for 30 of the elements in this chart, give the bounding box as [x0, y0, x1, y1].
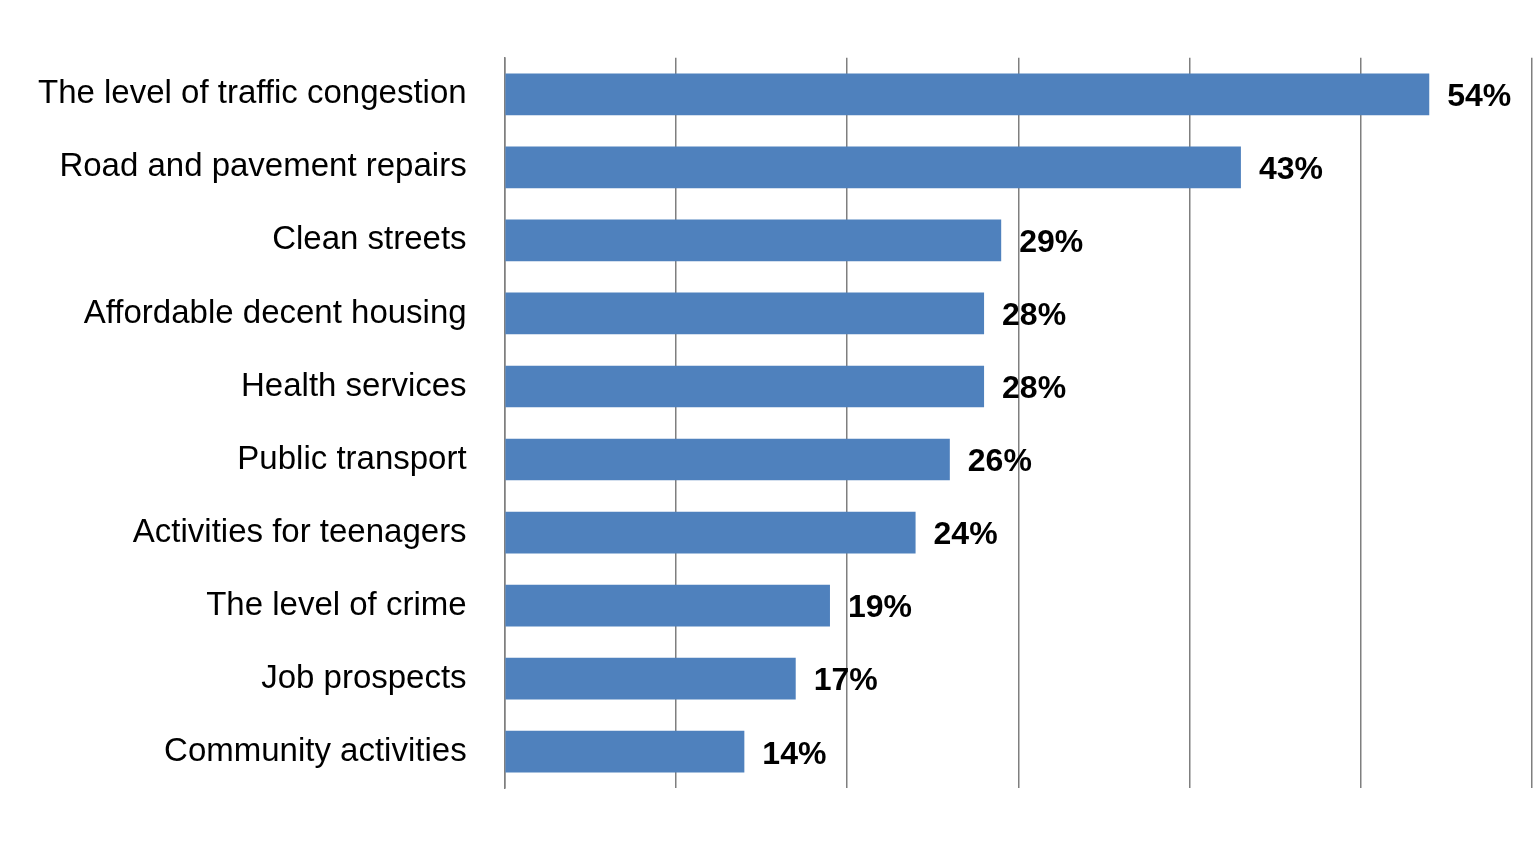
- y-tick-label: Clean streets: [272, 219, 467, 257]
- y-tick-label: Health services: [241, 365, 467, 403]
- y-tick-label: The level of traffic congestion: [37, 73, 467, 111]
- data-label: 28%: [1002, 369, 1067, 406]
- y-tick-label: Community activities: [164, 730, 467, 768]
- bar: [505, 438, 950, 481]
- bar: [505, 584, 830, 627]
- bar: [505, 73, 1430, 116]
- y-tick-label: The level of crime: [206, 584, 467, 622]
- data-label: 24%: [933, 515, 998, 552]
- bar: [505, 657, 796, 700]
- y-tick-label: Public transport: [237, 438, 467, 476]
- bar: [505, 365, 985, 408]
- data-label: 14%: [762, 734, 827, 771]
- data-label: 17%: [813, 661, 878, 698]
- bar: [505, 292, 985, 335]
- y-tick-label: Activities for teenagers: [132, 511, 467, 549]
- data-label: 43%: [1258, 150, 1323, 187]
- data-label: 28%: [1002, 296, 1067, 333]
- bar: [505, 730, 745, 773]
- y-tick-label: Affordable decent housing: [83, 292, 467, 330]
- y-tick-label: Road and pavement repairs: [59, 146, 467, 184]
- data-label: 26%: [967, 442, 1032, 479]
- data-label: 29%: [1019, 223, 1084, 260]
- bar: [505, 146, 1241, 189]
- y-tick-label: Job prospects: [261, 657, 467, 695]
- data-label: 54%: [1447, 77, 1512, 114]
- bar: [505, 219, 1002, 262]
- bar: [505, 511, 916, 554]
- data-label: 19%: [847, 588, 913, 625]
